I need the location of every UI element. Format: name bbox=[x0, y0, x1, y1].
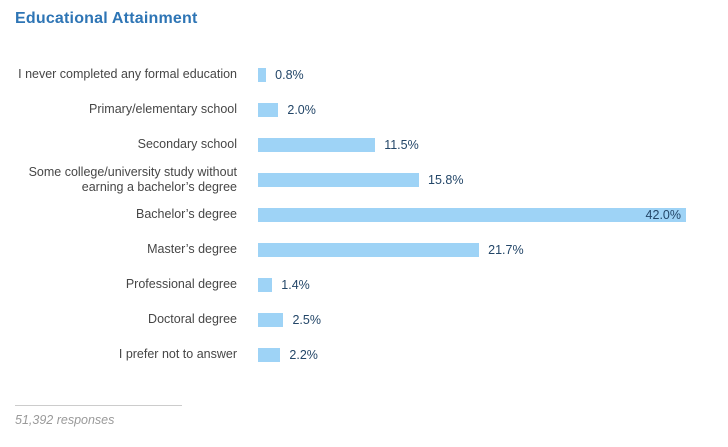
value-label: 15.8% bbox=[428, 172, 464, 187]
bar-track: 21.7% bbox=[258, 242, 686, 257]
chart-row: Master’s degree 21.7% bbox=[15, 232, 728, 267]
category-label: I never completed any formal education bbox=[18, 67, 237, 82]
category-label: Doctoral degree bbox=[148, 312, 237, 327]
bar bbox=[258, 242, 480, 257]
category-label: Primary/elementary school bbox=[89, 102, 237, 117]
chart-row: Professional degree 1.4% bbox=[15, 267, 728, 302]
bar-track: 42.0% bbox=[258, 207, 686, 222]
chart-row: Secondary school 11.5% bbox=[15, 127, 728, 162]
category-label: I prefer not to answer bbox=[118, 347, 237, 362]
chart-row: I prefer not to answer 2.2% bbox=[15, 337, 728, 372]
bar bbox=[258, 277, 273, 292]
category-label: Bachelor’s degree bbox=[136, 207, 237, 222]
bar bbox=[258, 172, 419, 187]
value-label: 21.7% bbox=[488, 242, 524, 257]
bar bbox=[258, 347, 281, 362]
value-label: 11.5% bbox=[384, 137, 419, 152]
chart-title: Educational Attainment bbox=[15, 10, 198, 27]
bar-track: 2.0% bbox=[258, 102, 686, 117]
bar-track: 1.4% bbox=[258, 277, 686, 292]
chart-row: I never completed any formal education 0.… bbox=[15, 57, 728, 92]
bar bbox=[258, 312, 284, 327]
bar-chart: I never completed any formal education 0.… bbox=[15, 57, 728, 372]
chart-row: Some college/university study without ea… bbox=[15, 162, 728, 197]
value-label: 2.5% bbox=[292, 312, 321, 327]
category-label: Master’s degree bbox=[147, 242, 237, 257]
value-label: 2.2% bbox=[289, 347, 318, 362]
category-label: Some college/university study without ea… bbox=[28, 165, 237, 194]
bar-track: 11.5% bbox=[258, 137, 686, 152]
bar-track: 2.2% bbox=[258, 347, 686, 362]
footer-divider bbox=[15, 405, 182, 406]
value-label: 1.4% bbox=[281, 277, 310, 292]
value-label: 2.0% bbox=[287, 102, 316, 117]
responses-footer: 51,392 responses bbox=[15, 405, 728, 427]
chart-row: Doctoral degree 2.5% bbox=[15, 302, 728, 337]
bar: 42.0% bbox=[258, 207, 686, 222]
bar-track: 2.5% bbox=[258, 312, 686, 327]
bar bbox=[258, 67, 267, 82]
responses-count: 51,392 responses bbox=[15, 413, 115, 427]
value-label: 42.0% bbox=[645, 207, 681, 222]
bar bbox=[258, 102, 279, 117]
category-label: Secondary school bbox=[137, 137, 237, 152]
bar-track: 0.8% bbox=[258, 67, 686, 82]
value-label: 0.8% bbox=[275, 67, 304, 82]
survey-summary-card: Educational Attainment I never completed… bbox=[15, 10, 728, 427]
chart-row: Primary/elementary school 2.0% bbox=[15, 92, 728, 127]
bar bbox=[258, 137, 376, 152]
chart-row: Bachelor’s degree 42.0% bbox=[15, 197, 728, 232]
bar-track: 15.8% bbox=[258, 172, 686, 187]
category-label: Professional degree bbox=[125, 277, 237, 292]
